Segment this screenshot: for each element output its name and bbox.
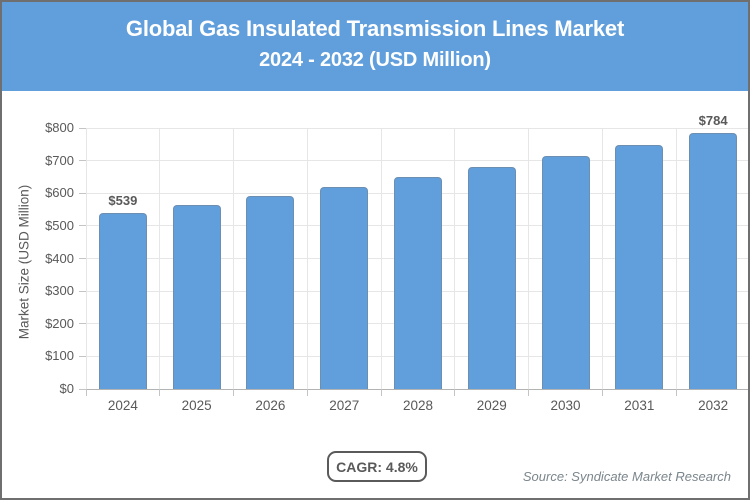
x-axis-tick [528, 389, 530, 396]
v-gridline [159, 128, 161, 389]
bar-2025 [172, 204, 221, 389]
y-axis-tick [79, 355, 86, 357]
bar-2029 [467, 166, 516, 389]
x-axis-tick [233, 389, 235, 396]
h-gridline [86, 127, 748, 129]
x-tick-label-2032: 2032 [698, 398, 729, 413]
x-tick-label-2029: 2029 [476, 398, 507, 413]
x-axis-tick [380, 389, 382, 396]
y-axis-tick [79, 127, 86, 129]
x-axis-tick [454, 389, 456, 396]
h-gridline [86, 160, 748, 162]
y-tick-label: $100 [45, 348, 74, 364]
chart-header: Global Gas Insulated Transmission Lines … [2, 2, 748, 91]
v-gridline [675, 128, 677, 389]
x-axis-tick [306, 389, 308, 396]
y-axis-tick [79, 258, 86, 259]
x-tick-label-2030: 2030 [550, 398, 581, 413]
x-axis-tick [85, 389, 87, 396]
bar-2032 [689, 133, 738, 389]
x-axis-tick [159, 389, 161, 396]
data-label-2024: $539 [108, 193, 138, 209]
cagr-badge: CAGR: 4.8% [327, 451, 427, 482]
cagr-label: CAGR: 4.8% [336, 458, 418, 475]
x-tick-label-2031: 2031 [624, 398, 655, 413]
y-tick-label: $400 [45, 250, 74, 266]
y-tick-label: $500 [45, 217, 74, 233]
bar-2026 [246, 195, 295, 389]
y-axis-tick [79, 192, 86, 194]
bar-2030 [541, 156, 590, 389]
x-tick-label-2027: 2027 [329, 398, 360, 413]
y-axis-tick [79, 323, 86, 325]
y-tick-label: $200 [45, 315, 74, 331]
x-axis-tick [601, 389, 603, 396]
chart-subtitle: 2024 - 2032 (USD Million) [259, 49, 491, 71]
y-tick-label: $0 [59, 381, 74, 396]
y-tick-label: $700 [45, 152, 74, 168]
y-axis-tick [79, 160, 86, 162]
x-tick-label-2025: 2025 [181, 398, 212, 413]
v-gridline [380, 128, 382, 389]
v-gridline [233, 128, 235, 389]
y-axis-tick [79, 388, 86, 390]
y-tick-label: $800 [45, 120, 74, 135]
v-gridline [306, 128, 308, 389]
y-axis-tick [79, 290, 86, 292]
v-gridline [528, 128, 530, 389]
y-tick-label: $600 [45, 185, 74, 201]
y-axis-tick [79, 225, 86, 227]
x-tick-label-2024: 2024 [107, 398, 138, 413]
bar-2031 [615, 144, 664, 389]
bar-2024 [98, 213, 147, 389]
v-gridline [85, 128, 87, 389]
x-axis-tick [675, 389, 677, 396]
x-tick-label-2026: 2026 [255, 398, 286, 413]
y-tick-label: $300 [45, 283, 74, 299]
chart-title: Global Gas Insulated Transmission Lines … [125, 16, 625, 41]
x-tick-label-2028: 2028 [402, 398, 434, 413]
data-label-2032: $784 [698, 113, 728, 129]
v-gridline [454, 128, 456, 389]
bar-2028 [394, 176, 442, 389]
source-text: Source: Syndicate Market Research [522, 469, 731, 484]
v-gridline [601, 128, 603, 389]
bar-2027 [320, 186, 369, 389]
x-axis-line [86, 388, 748, 390]
